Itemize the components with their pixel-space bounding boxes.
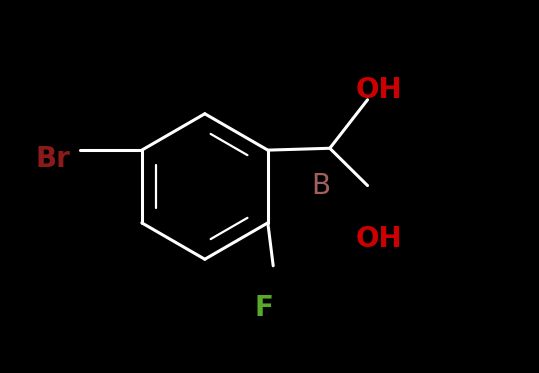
Text: Br: Br bbox=[35, 144, 70, 173]
Text: OH: OH bbox=[356, 75, 403, 104]
Text: F: F bbox=[254, 294, 274, 322]
Text: B: B bbox=[311, 172, 330, 201]
Text: OH: OH bbox=[356, 225, 403, 253]
